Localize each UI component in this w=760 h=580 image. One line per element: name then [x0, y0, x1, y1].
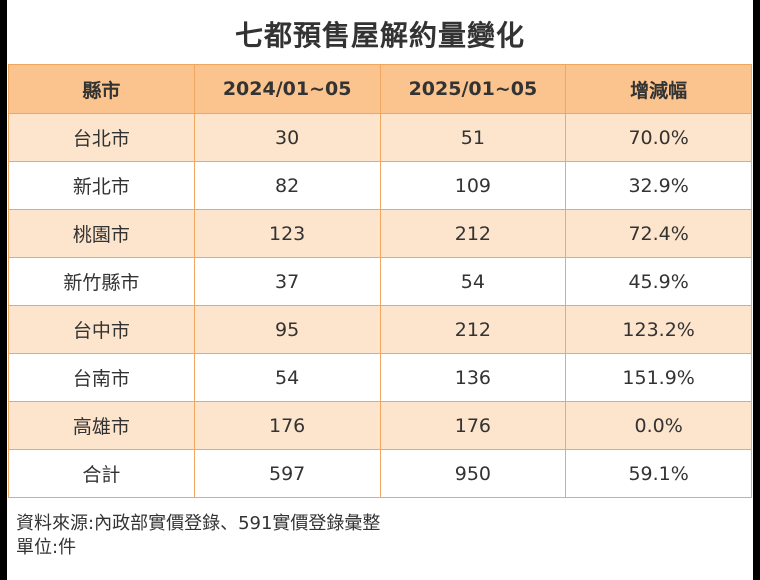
table-cell: 桃園市 — [8, 209, 195, 258]
table-cell: 54 — [379, 257, 567, 306]
table-row-total: 合計 597 950 59.1% — [8, 449, 752, 498]
table-cell: 212 — [379, 209, 567, 258]
table-cell: 37 — [193, 257, 381, 306]
table-cell: 212 — [379, 305, 567, 354]
unit-note: 單位:件 — [16, 537, 77, 558]
table-cell: 109 — [379, 161, 567, 210]
table-cell: 597 — [193, 449, 381, 498]
table-cell: 新竹縣市 — [8, 257, 195, 306]
table-row: 台北市 30 51 70.0% — [8, 113, 752, 162]
table-cell: 95 — [193, 305, 381, 354]
table-cell: 0.0% — [565, 401, 752, 450]
table-cell: 176 — [379, 401, 567, 450]
table-header-row: 縣市 2024/01~05 2025/01~05 增減幅 — [8, 64, 752, 114]
table-cell: 123.2% — [565, 305, 752, 354]
table-cell: 30 — [193, 113, 381, 162]
table-cell: 台北市 — [8, 113, 195, 162]
table-cell: 176 — [193, 401, 381, 450]
column-header: 縣市 — [8, 64, 195, 114]
table-cell: 72.4% — [565, 209, 752, 258]
table-cell: 台中市 — [8, 305, 195, 354]
right-border-bar — [753, 0, 760, 580]
table-row: 新北市 82 109 32.9% — [8, 161, 752, 210]
chart-title: 七都預售屋解約量變化 — [234, 19, 525, 52]
table-cell: 新北市 — [8, 161, 195, 210]
column-header: 2024/01~05 — [193, 64, 381, 114]
table-cell: 合計 — [8, 449, 195, 498]
table-cell: 136 — [379, 353, 567, 402]
table-cell: 高雄市 — [8, 401, 195, 450]
table-cell: 70.0% — [565, 113, 752, 162]
table-row: 新竹縣市 37 54 45.9% — [8, 257, 752, 306]
table-cell: 54 — [193, 353, 381, 402]
table-row: 台南市 54 136 151.9% — [8, 353, 752, 402]
table-row: 高雄市 176 176 0.0% — [8, 401, 752, 450]
data-table: 縣市 2024/01~05 2025/01~05 增減幅 台北市 30 51 7… — [8, 64, 752, 498]
table-cell: 82 — [193, 161, 381, 210]
table-cell: 32.9% — [565, 161, 752, 210]
left-border-bar — [0, 0, 7, 580]
table-cell: 151.9% — [565, 353, 752, 402]
table-cell: 950 — [379, 449, 567, 498]
table-cell: 51 — [379, 113, 567, 162]
table-cell: 59.1% — [565, 449, 752, 498]
source-note: 資料來源:內政部實價登錄、591實價登錄彙整 — [16, 513, 381, 534]
table-row: 台中市 95 212 123.2% — [8, 305, 752, 354]
table-cell: 台南市 — [8, 353, 195, 402]
footer-notes: 資料來源:內政部實價登錄、591實價登錄彙整 單位:件 — [16, 512, 380, 560]
table-cell: 45.9% — [565, 257, 752, 306]
column-header: 2025/01~05 — [379, 64, 567, 114]
table-cell: 123 — [193, 209, 381, 258]
table-row: 桃園市 123 212 72.4% — [8, 209, 752, 258]
column-header: 增減幅 — [565, 64, 752, 114]
